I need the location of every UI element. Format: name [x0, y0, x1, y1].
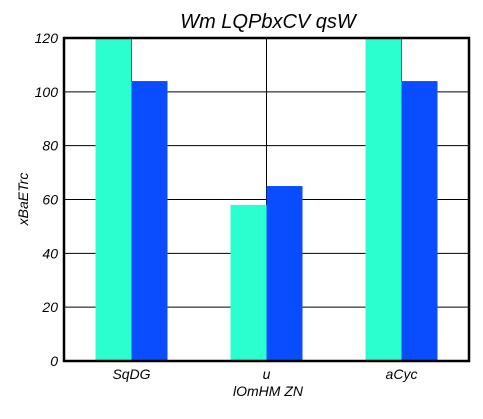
x-tick-label: u	[263, 366, 271, 382]
y-tick-label: 60	[42, 192, 58, 208]
y-tick-label: 20	[41, 299, 58, 315]
y-tick-label: 80	[42, 138, 58, 154]
bar-series-1-u	[231, 205, 267, 361]
bar-series-2-SqDG	[132, 81, 168, 361]
x-axis-label: lOmHM ZN	[233, 383, 304, 399]
y-axis-label: xBaETrc	[15, 173, 31, 227]
bar-series-2-aCyc	[402, 81, 438, 361]
bar-series-1-SqDG	[96, 38, 132, 361]
ticks-layer: 0 20 40 60 80 100 120 SqDG u aCyc	[35, 30, 418, 382]
x-tick-label: SqDG	[112, 366, 150, 382]
y-tick-label: 120	[35, 30, 59, 46]
bar-series-2-u	[267, 186, 303, 361]
y-tick-label: 40	[42, 245, 58, 261]
x-tick-label: aCyc	[386, 366, 418, 382]
chart-title: Wm LQPbxCV qsW	[180, 11, 358, 33]
y-tick-label: 100	[35, 84, 59, 100]
bar-series-1-aCyc	[366, 38, 402, 361]
y-tick-label: 0	[50, 353, 58, 369]
